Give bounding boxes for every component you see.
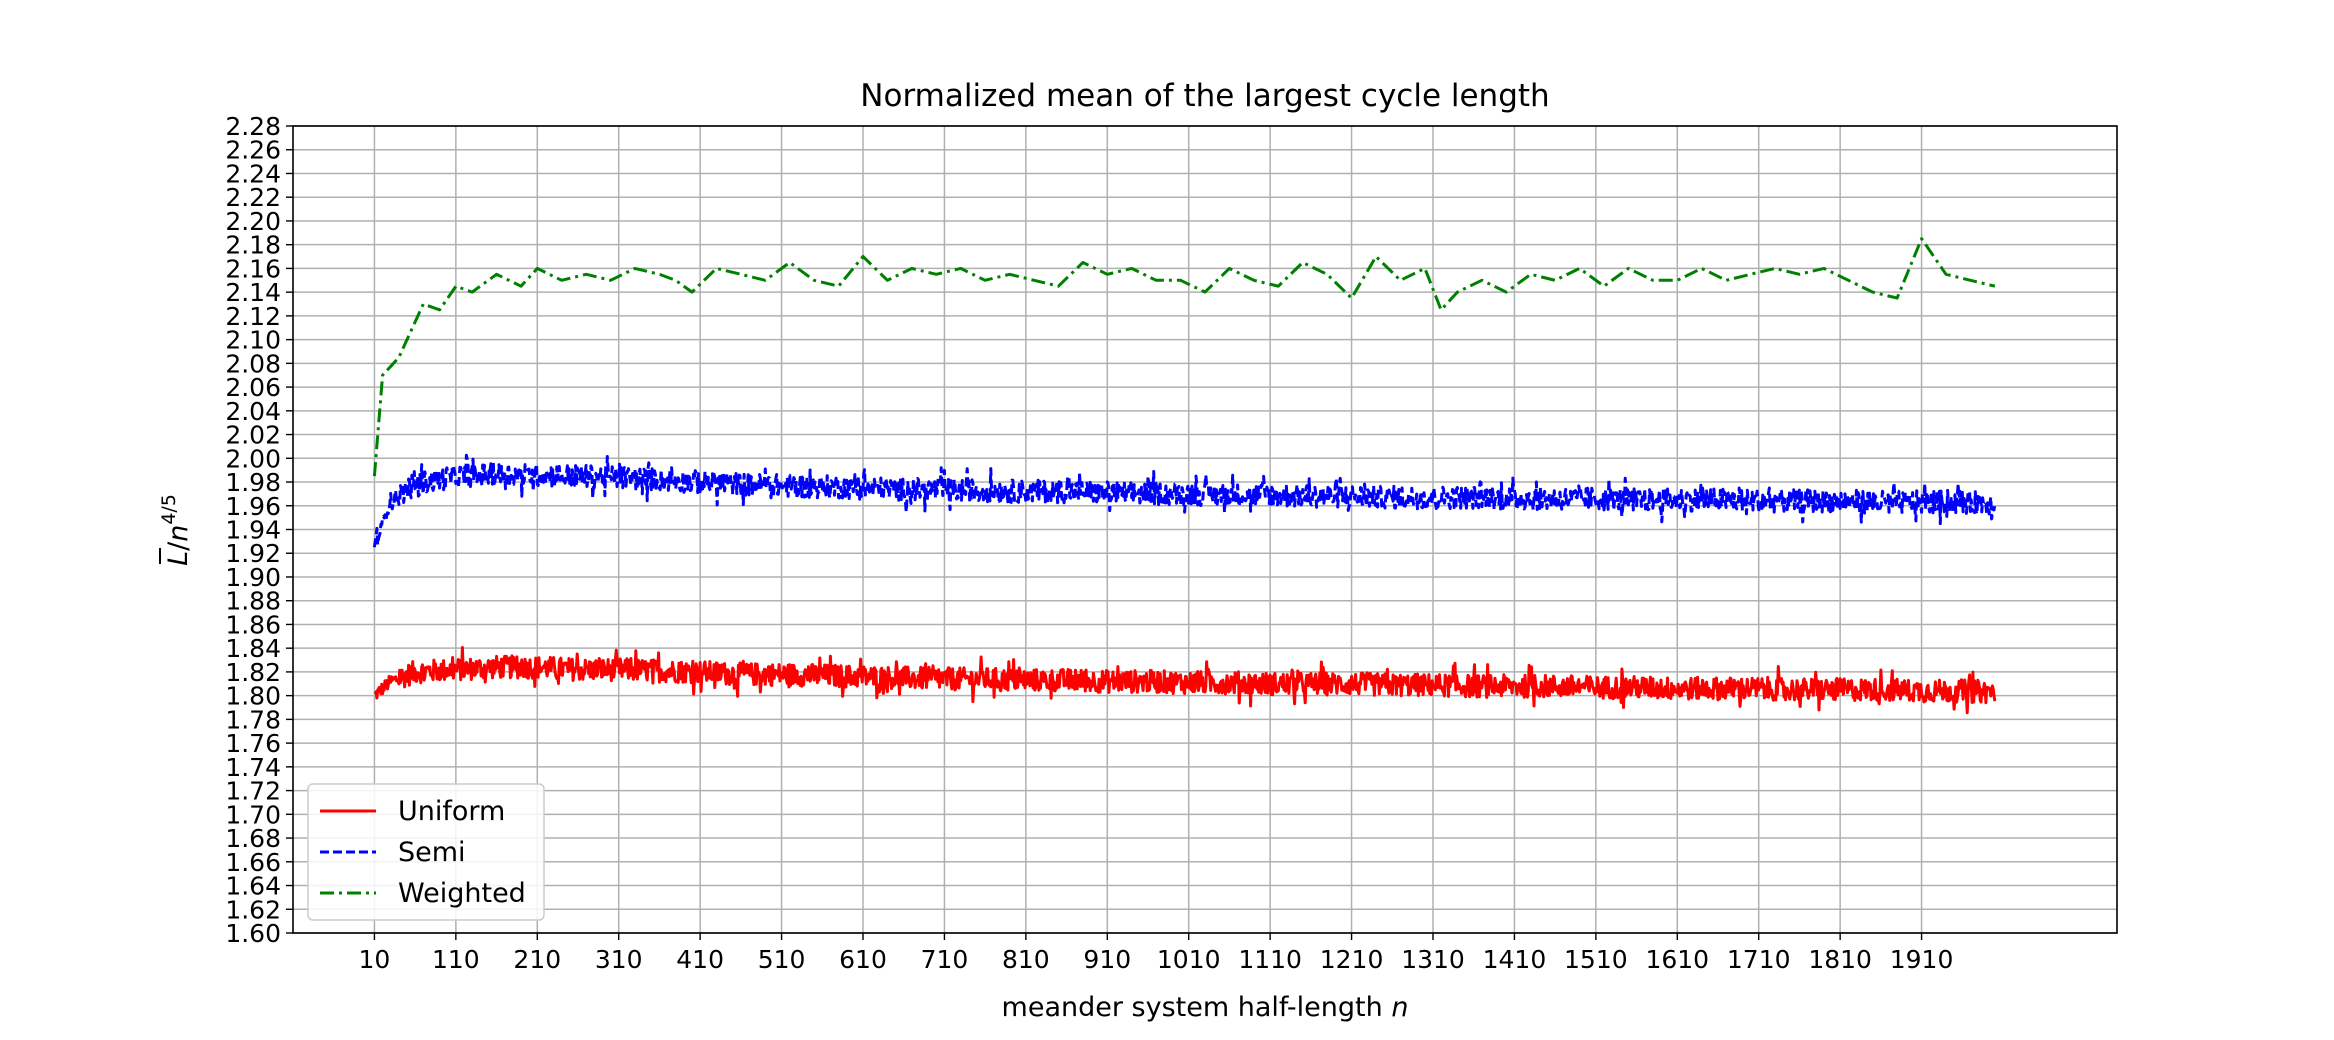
plot-area bbox=[372, 237, 1997, 715]
series-line-weighted bbox=[372, 237, 1996, 477]
y-tick-label: 2.22 bbox=[225, 183, 281, 212]
y-tick-label: 2.10 bbox=[225, 326, 281, 355]
x-axis-label-variable: n bbox=[1391, 992, 1408, 1023]
y-tick-label: 2.00 bbox=[225, 444, 281, 473]
svg-text:L/n4/5: L/n4/5 bbox=[158, 494, 194, 566]
y-axis-label-exponent: 4/5 bbox=[158, 494, 180, 525]
legend-label-weighted: Weighted bbox=[398, 878, 526, 909]
y-tick-label: 1.70 bbox=[225, 800, 281, 829]
legend-label-uniform: Uniform bbox=[398, 796, 505, 827]
y-tick-label: 1.98 bbox=[225, 468, 281, 497]
x-tick-label: 1410 bbox=[1483, 945, 1547, 974]
chart-title: Normalized mean of the largest cycle len… bbox=[860, 78, 1549, 114]
x-tick-label: 1010 bbox=[1157, 945, 1221, 974]
y-tick-label: 1.94 bbox=[225, 516, 281, 545]
y-tick-label: 1.74 bbox=[225, 753, 281, 782]
y-tick-label: 2.18 bbox=[225, 231, 281, 260]
y-tick-label: 1.80 bbox=[225, 682, 281, 711]
x-tick-label: 1610 bbox=[1645, 945, 1709, 974]
x-tick-label: 1110 bbox=[1238, 945, 1302, 974]
x-tick-label: 1810 bbox=[1808, 945, 1872, 974]
y-tick-label: 1.72 bbox=[225, 777, 281, 806]
y-tick-label: 1.90 bbox=[225, 563, 281, 592]
y-tick-label: 2.06 bbox=[225, 373, 281, 402]
y-tick-label: 1.82 bbox=[225, 658, 281, 687]
y-tick-label: 1.92 bbox=[225, 539, 281, 568]
y-axis-label: L/n4/5 bbox=[158, 494, 194, 566]
y-tick-label: 1.60 bbox=[225, 919, 281, 948]
y-tick-label: 2.28 bbox=[225, 112, 281, 141]
y-axis-label-slash: / bbox=[163, 541, 194, 551]
x-tick-label: 210 bbox=[513, 945, 561, 974]
x-tick-label: 510 bbox=[758, 945, 806, 974]
y-tick-label: 1.62 bbox=[225, 895, 281, 924]
x-tick-label: 10 bbox=[359, 945, 391, 974]
x-tick-label: 310 bbox=[595, 945, 643, 974]
x-axis-label-text: meander system half-length bbox=[1002, 992, 1392, 1023]
y-tick-label: 2.02 bbox=[225, 421, 281, 450]
y-tick-label: 1.78 bbox=[225, 705, 281, 734]
x-tick-label: 1310 bbox=[1401, 945, 1465, 974]
y-tick-label: 1.66 bbox=[225, 848, 281, 877]
x-tick-label: 1510 bbox=[1564, 945, 1628, 974]
x-axis: 10 110 210 310 410 510 610 710 810 910 1010 1110 121… bbox=[359, 933, 1954, 974]
x-tick-label: 610 bbox=[839, 945, 887, 974]
x-tick-label: 410 bbox=[676, 945, 724, 974]
y-tick-label: 2.14 bbox=[225, 278, 281, 307]
y-tick-label: 2.04 bbox=[225, 397, 281, 426]
legend-box bbox=[307, 783, 545, 921]
y-tick-label: 1.88 bbox=[225, 587, 281, 616]
series-line-uniform bbox=[373, 646, 1997, 715]
y-tick-label: 2.26 bbox=[225, 136, 281, 165]
y-tick-label: 2.24 bbox=[225, 159, 281, 188]
x-axis-label: meander system half-length n bbox=[1002, 992, 1409, 1023]
y-tick-label: 1.84 bbox=[225, 634, 281, 663]
y-axis-label-n: n bbox=[163, 525, 194, 542]
y-tick-label: 2.08 bbox=[225, 349, 281, 378]
x-tick-label: 1210 bbox=[1320, 945, 1384, 974]
y-axis: 1.601.621.641.661.681.701.721.741.761.78… bbox=[225, 112, 293, 948]
y-axis-label-L: L bbox=[163, 551, 194, 566]
y-tick-label: 1.76 bbox=[225, 729, 281, 758]
y-tick-label: 2.12 bbox=[225, 302, 281, 331]
x-tick-label: 1910 bbox=[1890, 945, 1954, 974]
legend-label-semi: Semi bbox=[398, 837, 466, 868]
y-tick-label: 1.96 bbox=[225, 492, 281, 521]
x-tick-label: 810 bbox=[1002, 945, 1050, 974]
legend: Uniform Semi Weighted bbox=[307, 783, 545, 921]
x-tick-label: 910 bbox=[1083, 945, 1131, 974]
y-tick-label: 2.20 bbox=[225, 207, 281, 236]
y-tick-label: 1.68 bbox=[225, 824, 281, 853]
x-tick-label: 710 bbox=[921, 945, 969, 974]
y-tick-label: 1.86 bbox=[225, 610, 281, 639]
series-line-semi bbox=[372, 453, 1997, 548]
x-tick-label: 1710 bbox=[1727, 945, 1791, 974]
x-tick-label: 110 bbox=[432, 945, 480, 974]
y-tick-label: 2.16 bbox=[225, 254, 281, 283]
y-tick-label: 1.64 bbox=[225, 872, 281, 901]
